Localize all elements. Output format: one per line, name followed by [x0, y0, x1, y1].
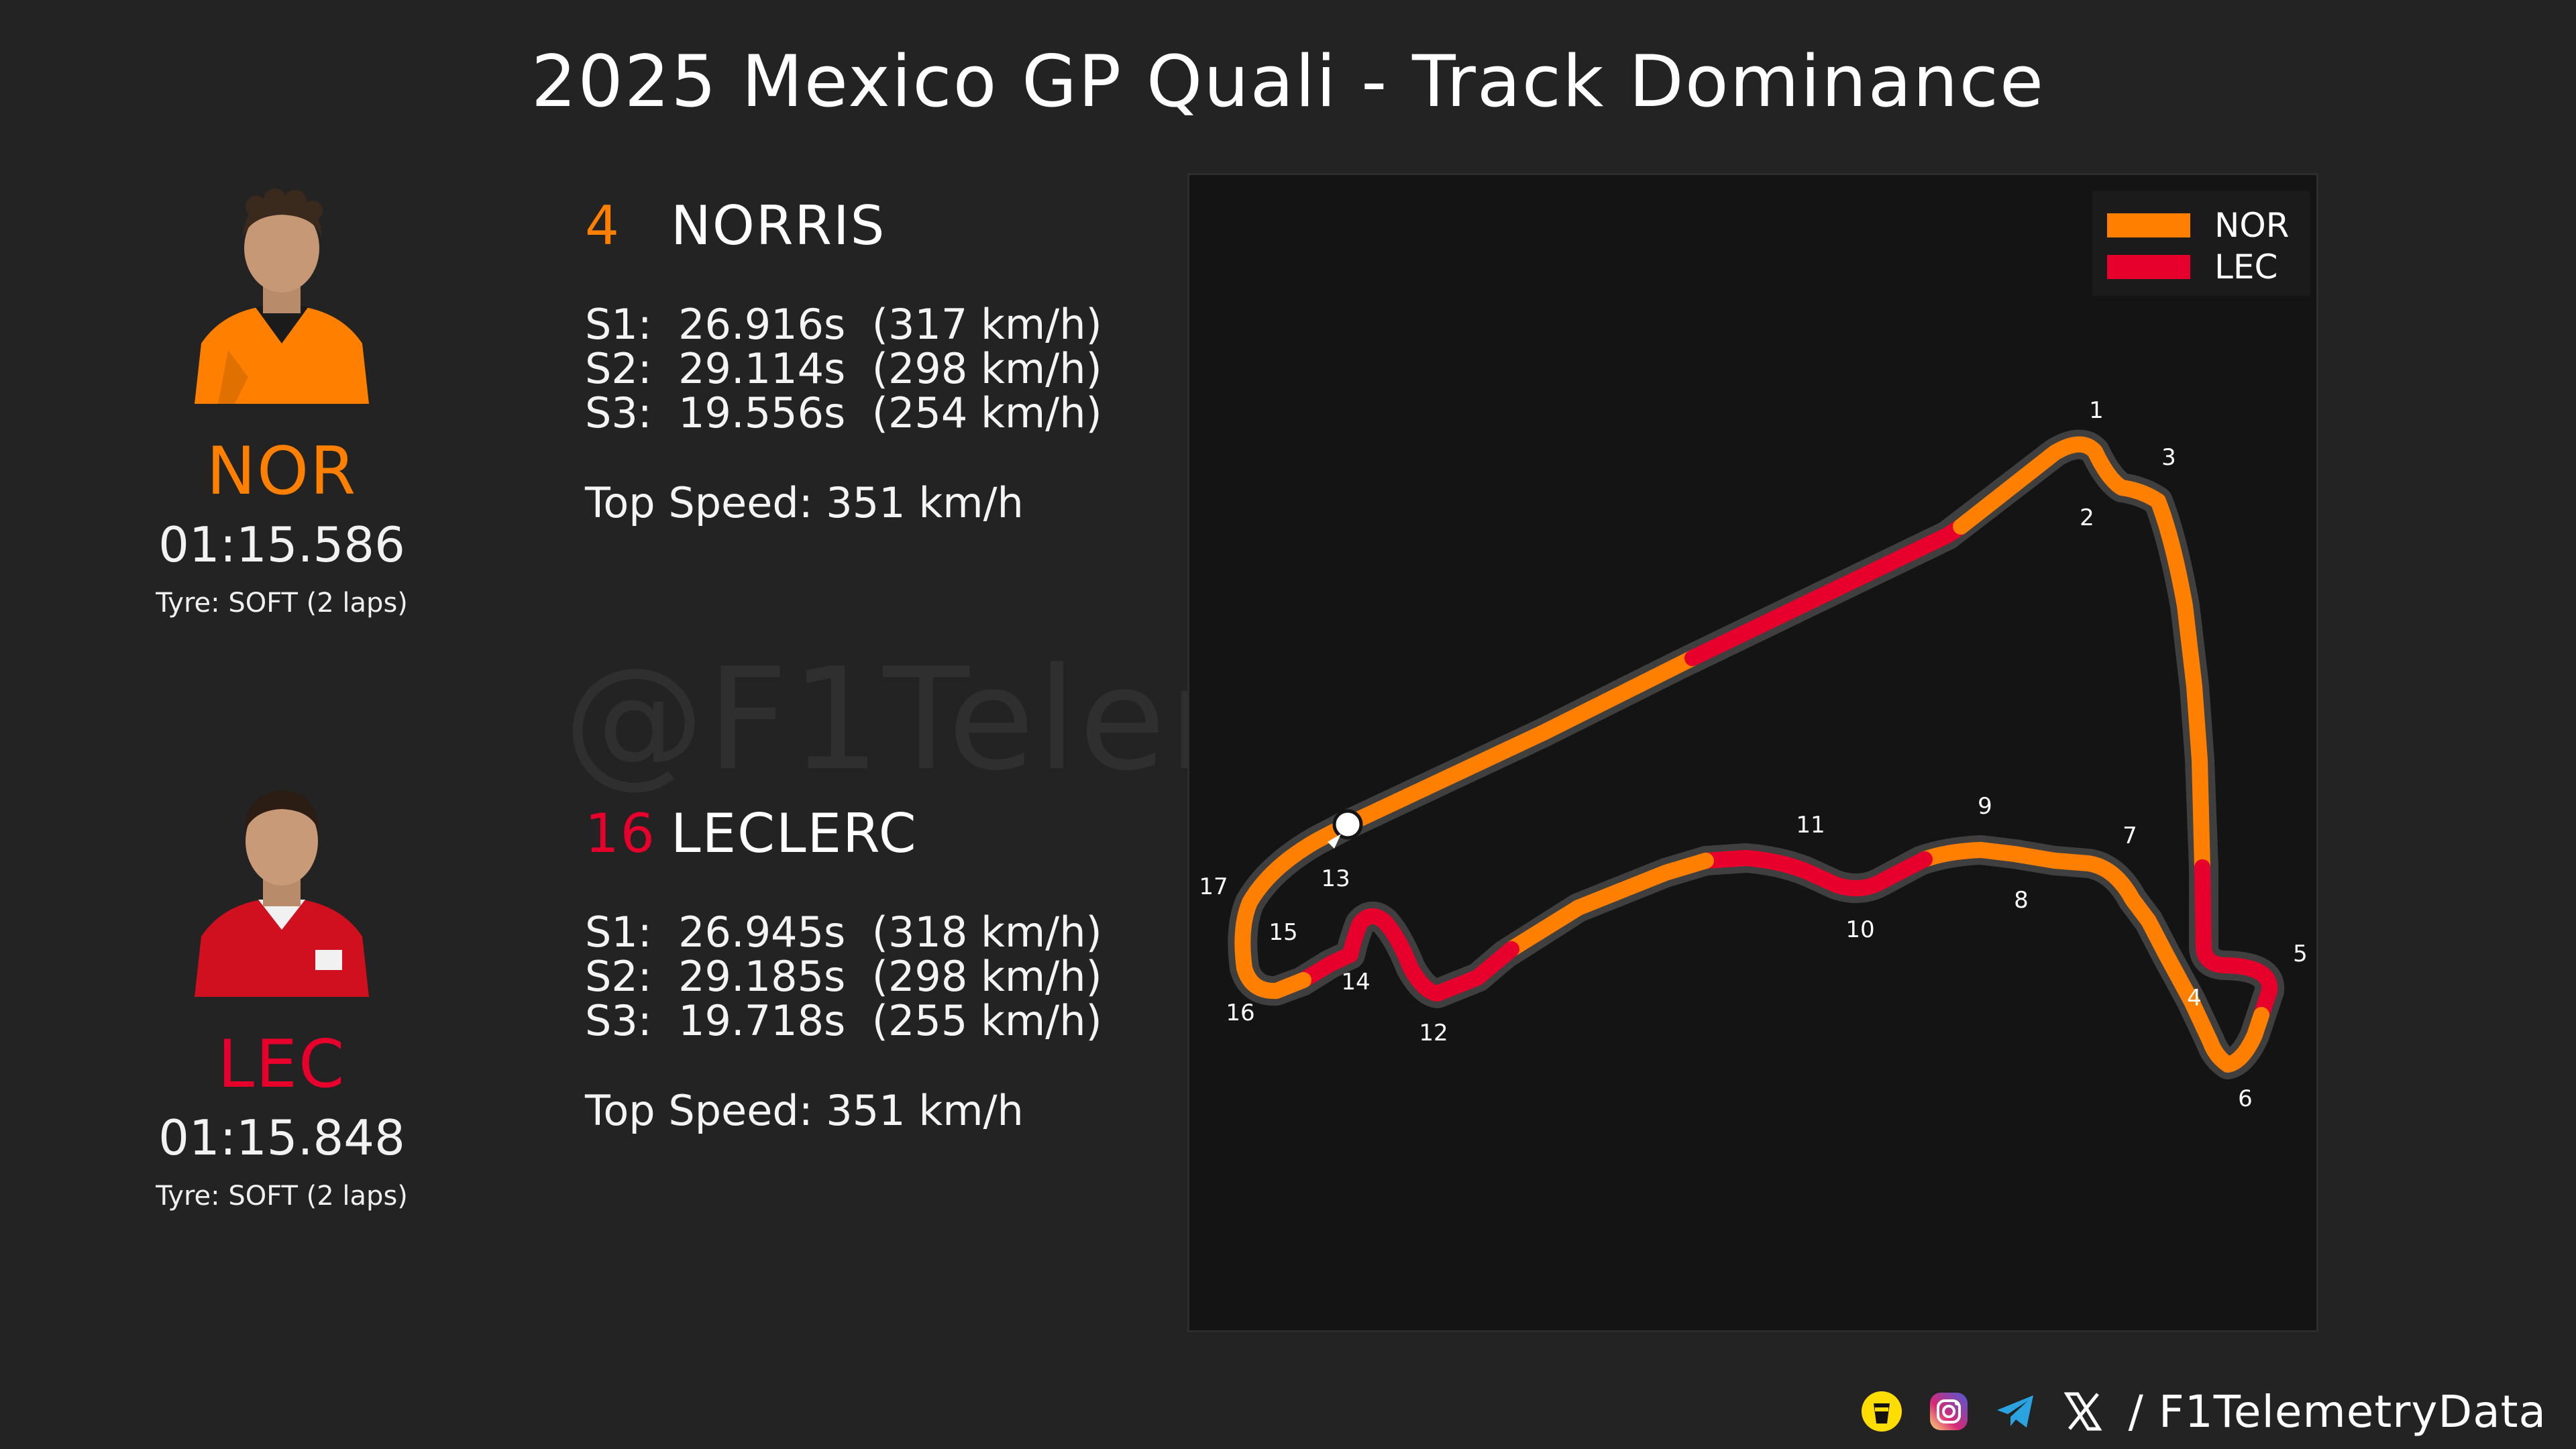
corner-label: 2: [2080, 504, 2094, 531]
driver-stats-lec: 16 LECLERC S1: 26.945s (318 km/h) S2: 29.…: [585, 802, 1189, 1135]
x-icon[interactable]: [2061, 1390, 2104, 1433]
corner-label: 10: [1845, 916, 1874, 943]
top-speed: Top Speed: 351 km/h: [585, 1086, 1024, 1135]
legend-item-nor: NOR: [2107, 205, 2310, 246]
sector-3-time: S3: 19.556s (254 km/h): [585, 388, 1102, 437]
driver-card-lec: LEC 01:15.848 Tyre: SOFT (2 laps): [107, 769, 456, 1212]
corner-label: 5: [2293, 941, 2308, 967]
top-speed: Top Speed: 351 km/h: [585, 478, 1024, 527]
corner-label: 8: [2014, 887, 2029, 914]
social-handle[interactable]: / F1TelemetryData: [2128, 1385, 2546, 1438]
footer: / F1TelemetryData: [1860, 1385, 2546, 1438]
page-title: 2025 Mexico GP Quali - Track Dominance: [531, 40, 2045, 123]
start-marker: [1332, 809, 1363, 840]
driver-portrait-lec: [181, 769, 382, 997]
lap-time: 01:15.848: [158, 1110, 405, 1166]
track-segment-nor: [1953, 436, 2210, 875]
track-map-panel: 1 2 3 4 5 6 7 8 9 10 11 12 13 14 15 16 17 NOR LEC: [1187, 173, 2318, 1332]
driver-code: LEC: [217, 1026, 346, 1103]
corner-label: 13: [1321, 865, 1350, 892]
sector-1-time: S1: 26.916s (317 km/h): [585, 300, 1102, 349]
driver-name: NORRIS: [671, 195, 886, 257]
driver-number: 4: [585, 195, 621, 257]
track-segment-nor: [1917, 842, 2269, 1073]
corner-label: 9: [1978, 793, 1992, 820]
instagram-icon[interactable]: [1927, 1390, 1970, 1433]
track-segment-lec: [2194, 859, 2278, 1023]
legend: NOR LEC: [2092, 191, 2310, 296]
driver-name: LECLERC: [671, 802, 918, 865]
lap-time: 01:15.586: [158, 517, 405, 573]
legend-swatch: [2107, 255, 2190, 279]
sector-1-time: S1: 26.945s (318 km/h): [585, 908, 1102, 957]
sector-2-time: S2: 29.185s (298 km/h): [585, 952, 1102, 1001]
corner-label: 7: [2123, 822, 2137, 849]
driver-portrait-nor: [181, 176, 382, 404]
driver-heading: 4 NORRIS: [585, 195, 1189, 257]
legend-label: NOR: [2214, 206, 2290, 245]
corner-label: 3: [2161, 444, 2176, 471]
track-segment-nor: [1234, 816, 1356, 1000]
corner-label: 4: [2187, 985, 2202, 1012]
track-outline: [1228, 429, 2285, 1079]
corner-label: 6: [2238, 1085, 2253, 1112]
sector-3-time: S3: 19.718s (255 km/h): [585, 996, 1102, 1045]
corner-label: 12: [1419, 1020, 1448, 1046]
track-segment-lec: [1684, 519, 1969, 666]
sector-times: S1: 26.945s (318 km/h) S2: 29.185s (298 …: [585, 910, 1189, 1043]
corner-label: 14: [1341, 969, 1370, 996]
corner-label: 16: [1226, 1000, 1254, 1026]
driver-code: NOR: [206, 433, 358, 510]
track-segment-lec: [1698, 850, 1933, 897]
tyre-info: Tyre: SOFT (2 laps): [156, 1181, 408, 1212]
track-segment-lec: [1295, 908, 1519, 1002]
driver-card-nor: NOR 01:15.586 Tyre: SOFT (2 laps): [107, 176, 456, 619]
direction-arrow-icon: [1328, 834, 1341, 849]
sector-times: S1: 26.916s (317 km/h) S2: 29.114s (298 …: [585, 303, 1189, 435]
sector-2-time: S2: 29.114s (298 km/h): [585, 344, 1102, 393]
buymeacoffee-icon[interactable]: [1860, 1390, 1903, 1433]
corner-label: 15: [1269, 919, 1297, 946]
corner-label: 17: [1199, 873, 1228, 900]
corner-label: 1: [2089, 397, 2104, 424]
driver-heading: 16 LECLERC: [585, 802, 1189, 865]
tyre-info: Tyre: SOFT (2 laps): [156, 588, 408, 619]
driver-stats-nor: 4 NORRIS S1: 26.916s (317 km/h) S2: 29.11…: [585, 195, 1189, 527]
track-segment-nor: [1340, 650, 1701, 833]
driver-number: 16: [585, 802, 656, 865]
legend-item-lec: LEC: [2107, 246, 2310, 288]
corner-label: 11: [1796, 812, 1825, 839]
legend-swatch: [2107, 213, 2190, 237]
telegram-icon[interactable]: [1994, 1390, 2037, 1433]
legend-label: LEC: [2214, 248, 2278, 286]
track-segment-nor: [1503, 853, 1714, 957]
